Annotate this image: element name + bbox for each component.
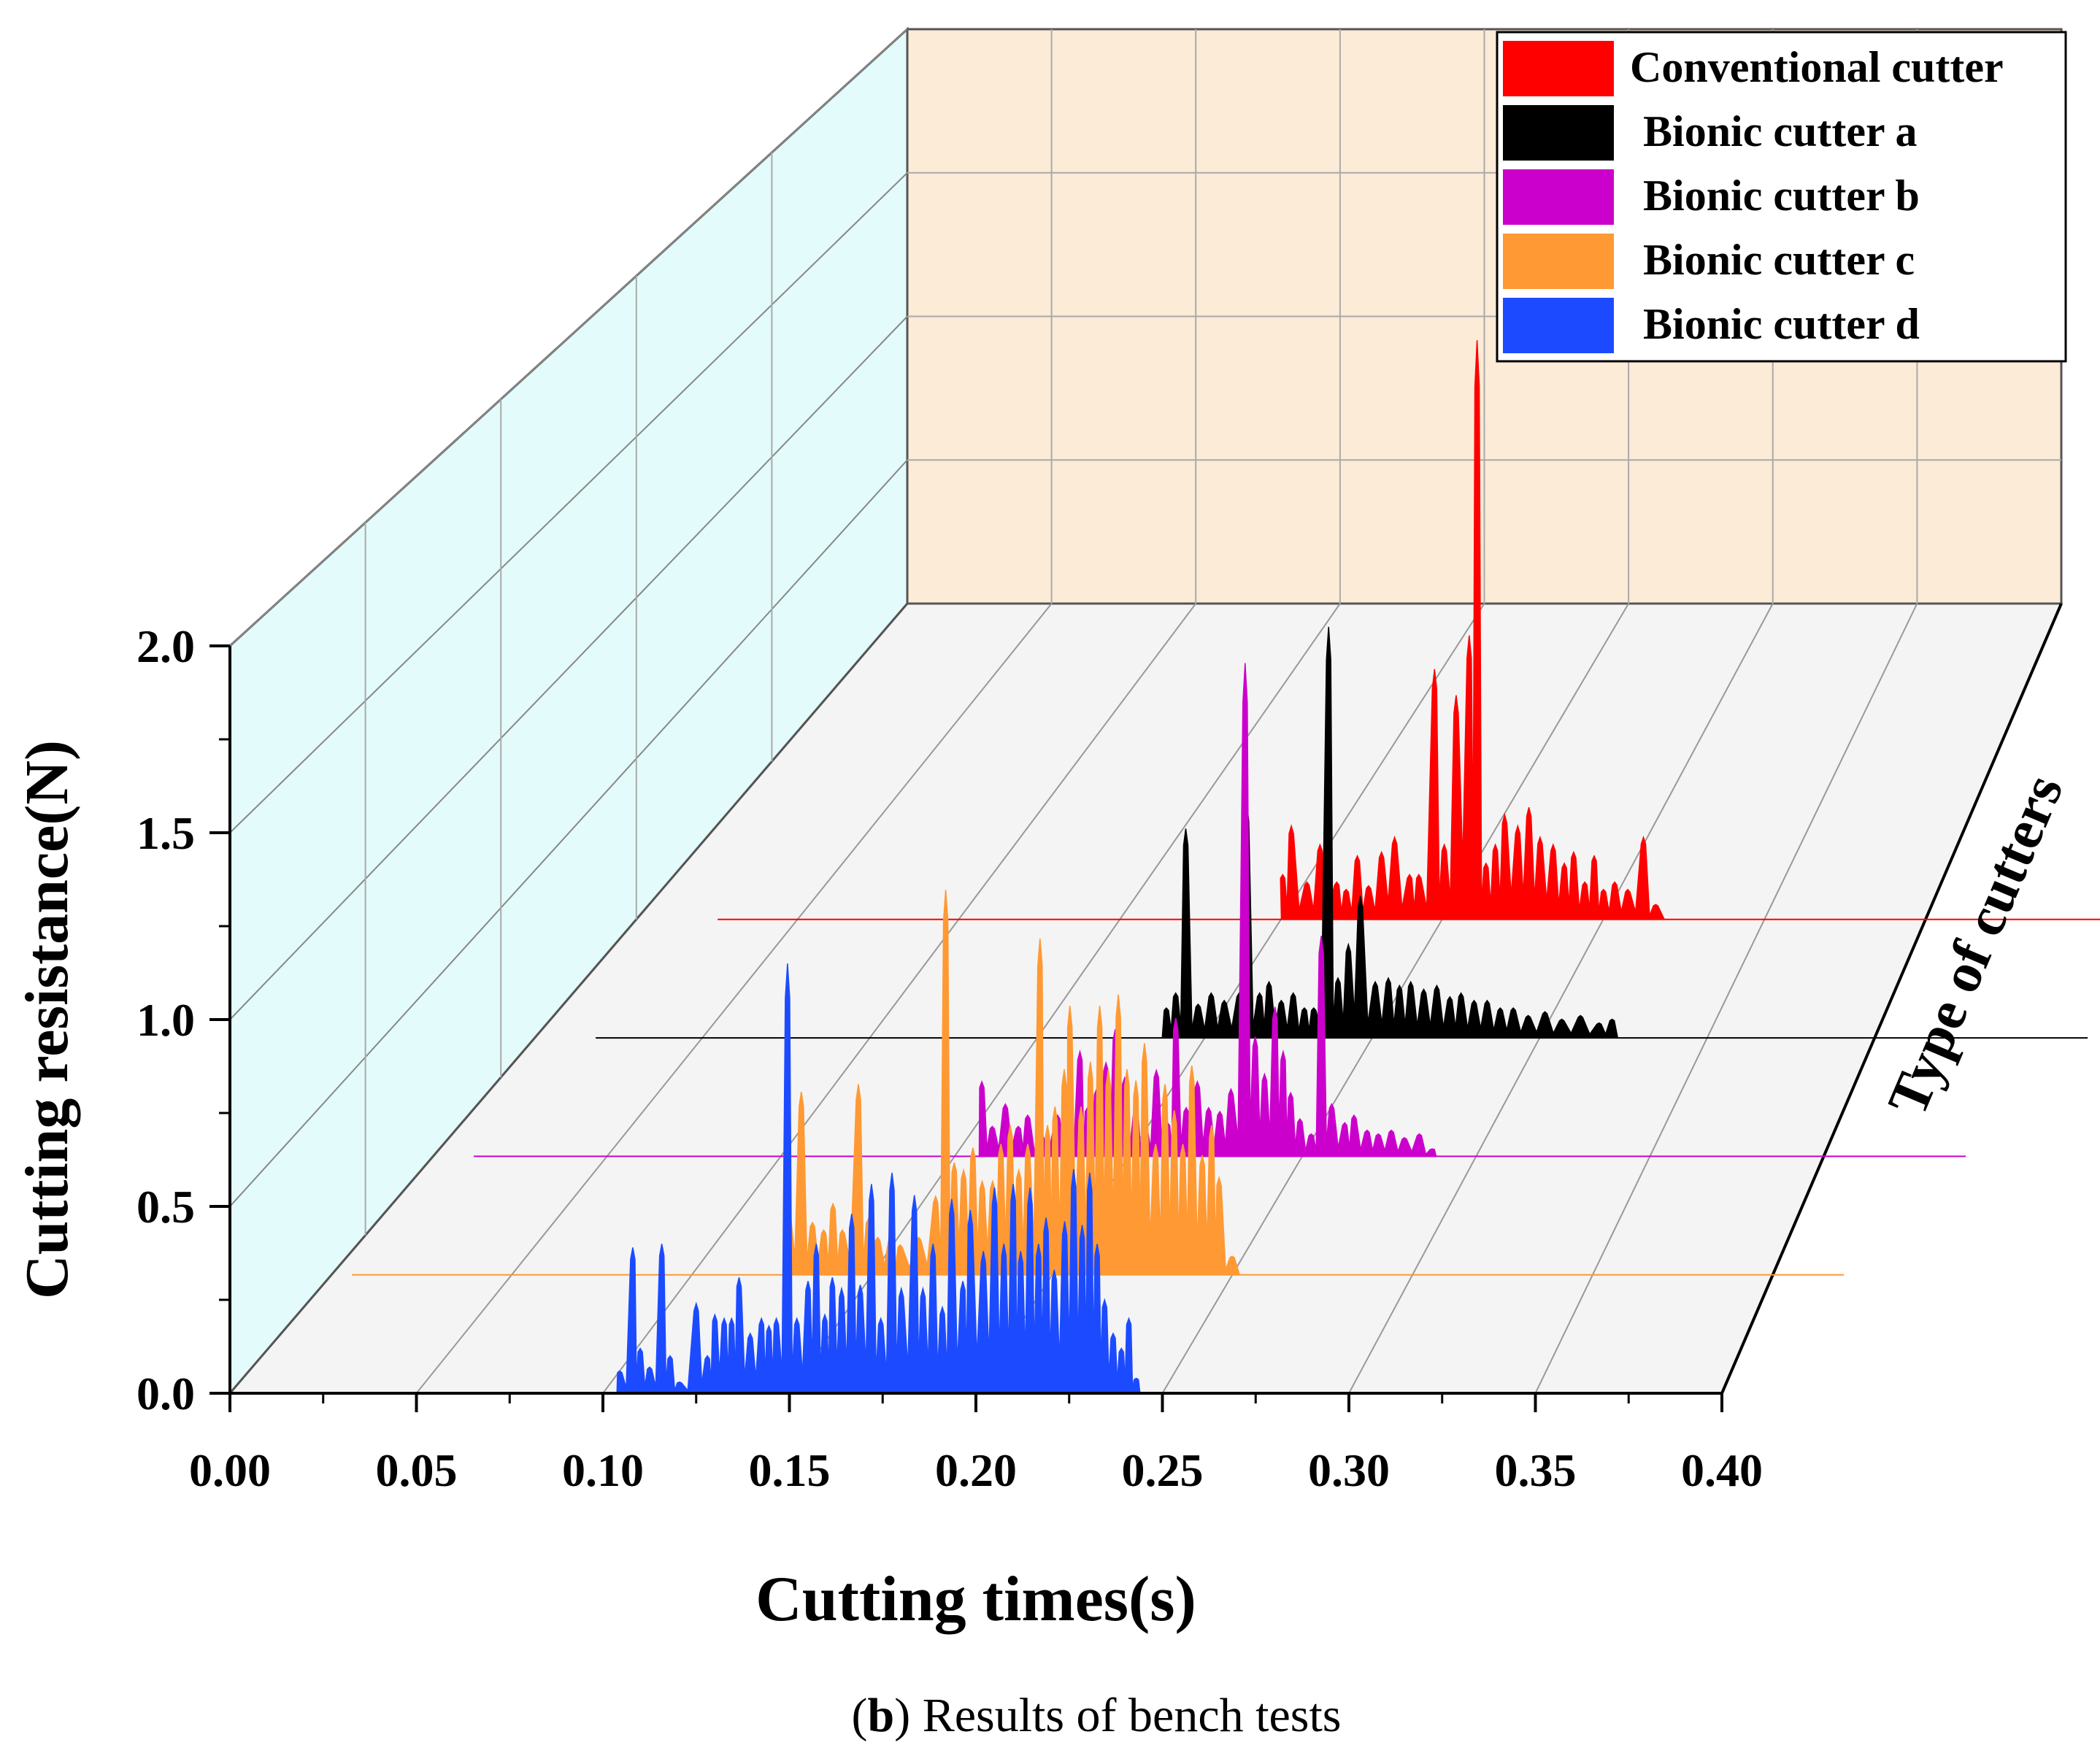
caption-text: Results of bench tests xyxy=(923,1689,1342,1742)
x-tick-label: 0.05 xyxy=(376,1444,458,1496)
x-tick-label: 0.30 xyxy=(1308,1444,1390,1496)
x-axis-title: Cutting times(s) xyxy=(755,1564,1196,1635)
legend-swatch xyxy=(1503,234,1614,289)
legend-label: Bionic cutter c xyxy=(1643,236,1915,284)
legend: Conventional cutter Bionic cutter a Bionic… xyxy=(1496,31,2067,363)
x-tick-label: 0.10 xyxy=(562,1444,644,1496)
series-area xyxy=(1158,626,1619,1039)
x-ticks: 0.00 0.05 0.10 0.15 0.20 0.25 0.30 0.35 0.40 xyxy=(189,1393,1763,1496)
floor-grid-line xyxy=(415,603,1053,1394)
legend-label: Bionic cutter b xyxy=(1643,172,1920,220)
y-tick-label: 1.5 xyxy=(136,807,195,859)
legend-swatch xyxy=(1503,298,1614,353)
x-tick-label: 0.20 xyxy=(935,1444,1017,1496)
floor-grid-line xyxy=(602,603,1197,1394)
legend-swatch xyxy=(1503,169,1614,225)
wall-grid-line xyxy=(229,315,908,1020)
wall-grid-line xyxy=(229,172,908,833)
series-layer xyxy=(230,340,2100,1394)
series-bionic-cutter-a xyxy=(596,626,2088,1039)
series-conventional-cutter xyxy=(718,340,2100,920)
x-tick-label: 0.00 xyxy=(189,1444,271,1496)
y-ticks: 0.0 0.5 1.0 1.5 2.0 xyxy=(136,620,230,1420)
series-area xyxy=(780,890,1241,1276)
floor-grid-line xyxy=(1348,603,1774,1394)
x-tick-label: 0.15 xyxy=(749,1444,831,1496)
x-tick-label: 0.40 xyxy=(1681,1444,1763,1496)
y-tick-label: 2.0 xyxy=(136,620,195,672)
wall-grid-line xyxy=(229,459,908,1207)
depth-axis xyxy=(1720,603,2063,1394)
wall-grid-line xyxy=(229,28,908,647)
series-area xyxy=(614,963,1141,1394)
floor-grid-line xyxy=(1161,603,1629,1394)
x-tick-label: 0.35 xyxy=(1495,1444,1577,1496)
y-tick-label: 0.5 xyxy=(136,1181,195,1233)
legend-label: Bionic cutter d xyxy=(1643,300,1920,348)
caption-panel-letter: b xyxy=(868,1689,895,1742)
legend-label: Bionic cutter a xyxy=(1643,107,1918,155)
series-area xyxy=(1280,340,1666,920)
y-axis-title: Cutting resistance(N) xyxy=(13,740,81,1299)
legend-label: Conventional cutter xyxy=(1630,43,2004,91)
y-tick-label: 0.0 xyxy=(136,1368,195,1420)
y-tick-label: 1.0 xyxy=(136,994,195,1046)
figure-caption: (b) Results of bench tests xyxy=(852,1689,1342,1742)
x-tick-label: 0.25 xyxy=(1122,1444,1204,1496)
legend-swatch xyxy=(1503,41,1614,96)
legend-swatch xyxy=(1503,105,1614,161)
floor-grid-line xyxy=(1534,603,1918,1394)
